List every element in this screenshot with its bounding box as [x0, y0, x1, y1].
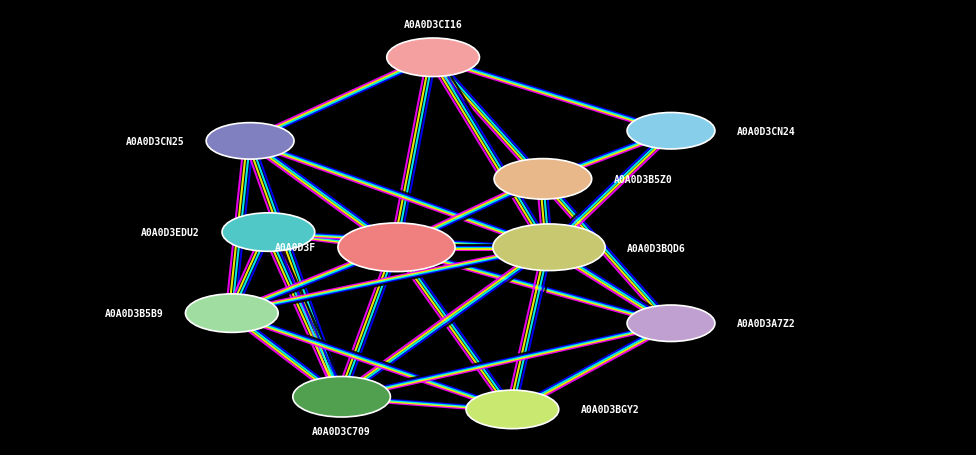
- Text: A0A0D3CN24: A0A0D3CN24: [737, 126, 795, 136]
- Circle shape: [494, 159, 591, 200]
- Text: A0A0D3B5Z0: A0A0D3B5Z0: [614, 174, 672, 184]
- Circle shape: [222, 213, 314, 252]
- Circle shape: [493, 224, 605, 271]
- Circle shape: [206, 123, 294, 160]
- Text: A0A0D3BGY2: A0A0D3BGY2: [581, 404, 639, 415]
- Text: A0A0D3CI16: A0A0D3CI16: [404, 20, 463, 30]
- Text: A0A0D3F: A0A0D3F: [275, 243, 316, 253]
- Circle shape: [293, 377, 390, 417]
- Text: A0A0D3C709: A0A0D3C709: [312, 426, 371, 436]
- Text: A0A0D3EDU2: A0A0D3EDU2: [142, 228, 200, 238]
- Circle shape: [628, 113, 714, 150]
- Circle shape: [338, 223, 455, 272]
- Text: A0A0D3B5B9: A0A0D3B5B9: [104, 308, 164, 318]
- Circle shape: [467, 390, 558, 429]
- Text: A0A0D3A7Z2: A0A0D3A7Z2: [737, 318, 795, 329]
- Circle shape: [386, 39, 479, 77]
- Text: A0A0D3CN25: A0A0D3CN25: [126, 136, 184, 147]
- Circle shape: [185, 294, 278, 333]
- Text: A0A0D3BQD6: A0A0D3BQD6: [627, 243, 686, 253]
- Circle shape: [628, 305, 714, 342]
